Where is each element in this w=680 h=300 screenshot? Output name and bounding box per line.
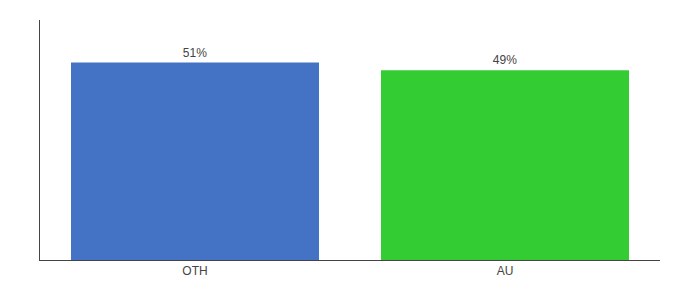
svg-text:OTH: OTH (182, 264, 207, 278)
svg-text:AU: AU (497, 264, 514, 278)
svg-text:51%: 51% (183, 46, 207, 60)
svg-text:49%: 49% (493, 53, 517, 67)
